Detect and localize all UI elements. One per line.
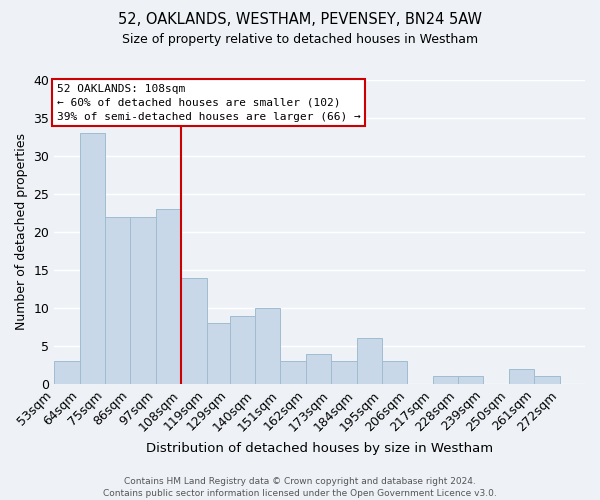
Bar	[509, 368, 534, 384]
Text: Contains HM Land Registry data © Crown copyright and database right 2024.: Contains HM Land Registry data © Crown c…	[124, 477, 476, 486]
Bar	[534, 376, 560, 384]
Bar	[433, 376, 458, 384]
Bar	[230, 316, 255, 384]
Bar	[356, 338, 382, 384]
Bar	[181, 278, 206, 384]
Bar	[306, 354, 331, 384]
Bar	[206, 323, 232, 384]
Text: 52, OAKLANDS, WESTHAM, PEVENSEY, BN24 5AW: 52, OAKLANDS, WESTHAM, PEVENSEY, BN24 5A…	[118, 12, 482, 28]
X-axis label: Distribution of detached houses by size in Westham: Distribution of detached houses by size …	[146, 442, 493, 455]
Bar	[54, 361, 80, 384]
Text: 52 OAKLANDS: 108sqm
← 60% of detached houses are smaller (102)
39% of semi-detac: 52 OAKLANDS: 108sqm ← 60% of detached ho…	[56, 84, 361, 122]
Y-axis label: Number of detached properties: Number of detached properties	[15, 134, 28, 330]
Bar	[156, 209, 181, 384]
Bar	[331, 361, 356, 384]
Bar	[382, 361, 407, 384]
Bar	[80, 133, 105, 384]
Text: Contains public sector information licensed under the Open Government Licence v3: Contains public sector information licen…	[103, 488, 497, 498]
Bar	[280, 361, 306, 384]
Bar	[130, 217, 156, 384]
Bar	[458, 376, 484, 384]
Text: Size of property relative to detached houses in Westham: Size of property relative to detached ho…	[122, 32, 478, 46]
Bar	[105, 217, 130, 384]
Bar	[255, 308, 280, 384]
